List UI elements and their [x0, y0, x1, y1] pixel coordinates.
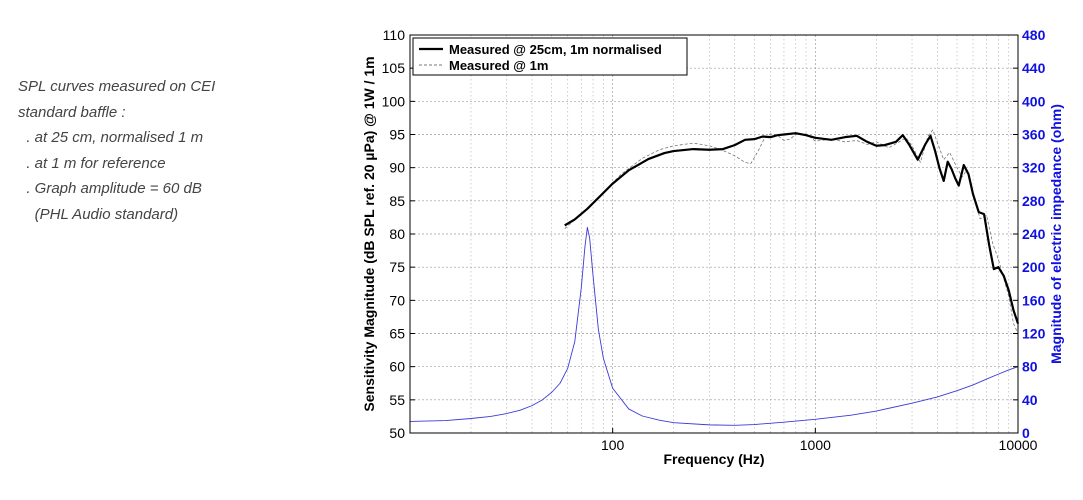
y-tick-label-left: 70: [389, 292, 405, 308]
y-tick-label-left: 65: [389, 326, 405, 342]
legend-box: [412, 37, 688, 76]
y-tick-label-left: 90: [389, 160, 405, 176]
x-tick-label: 100: [601, 437, 625, 453]
y-tick-label-right: 240: [1022, 226, 1046, 242]
y-axis-label-right: Magnitude of electric impedance (ohm): [1048, 104, 1064, 364]
y-tick-label-left: 95: [389, 127, 405, 143]
series-measured-1m-line: [564, 129, 1019, 334]
y-tick-label-left: 85: [389, 193, 405, 209]
legend-entry-label: Measured @ 25cm, 1m normalised: [449, 42, 662, 57]
y-axis-label-left: Sensitivity Magnitude (dB SPL ref. 20 µP…: [361, 56, 377, 411]
chart-ticks: 50 55 60 65 70 75 80 85 90 95 100 105 110 0 40 80 120 160…: [382, 27, 1046, 453]
series-measured-25cm-line: [564, 132, 1020, 324]
y-tick-label-left: 80: [389, 226, 405, 242]
y-tick-label-left: 55: [389, 392, 405, 408]
y-tick-label-right: 40: [1022, 392, 1038, 408]
chart-series: [409, 129, 1020, 426]
y-tick-label-right: 120: [1022, 326, 1046, 342]
chart-grid: [410, 35, 1018, 433]
note-line: . Graph amplitude = 60 dB: [18, 180, 202, 197]
y-tick-label-right: 80: [1022, 359, 1038, 375]
x-axis-label: Frequency (Hz): [663, 451, 764, 467]
y-tick-label-right: 0: [1022, 425, 1030, 441]
y-tick-label-left: 105: [382, 60, 406, 76]
x-tick-label: 1000: [800, 437, 831, 453]
note-line: (PHL Audio standard): [18, 205, 179, 223]
y-tick-label-left: 75: [389, 259, 405, 275]
note-line: standard baffle :: [18, 103, 126, 121]
note-line: . at 25 cm, normalised 1 m: [18, 129, 204, 146]
y-tick-label-right: 280: [1022, 193, 1046, 209]
y-tick-label-left: 50: [389, 425, 405, 441]
x-tick-label: 10000: [999, 437, 1038, 453]
y-tick-label-right: 160: [1022, 292, 1046, 308]
legend-entry-label: Measured @ 1m: [449, 58, 548, 73]
measurement-note: SPL curves measured on CEI standard baff…: [18, 74, 318, 227]
note-line: SPL curves measured on CEI: [18, 78, 216, 95]
y-tick-label-left: 110: [383, 27, 406, 43]
y-tick-label-right: 320: [1022, 160, 1046, 176]
y-tick-label-left: 100: [382, 93, 406, 109]
note-line: . at 1 m for reference: [18, 154, 166, 172]
y-tick-label-right: 400: [1022, 93, 1046, 109]
y-tick-label-right: 200: [1022, 259, 1046, 275]
series-impedance-line: [409, 226, 1019, 426]
y-tick-label-left: 60: [389, 359, 405, 375]
y-tick-label-right: 360: [1022, 127, 1046, 143]
y-tick-label-right: 440: [1022, 60, 1046, 76]
y-tick-label-right: 480: [1022, 27, 1046, 43]
